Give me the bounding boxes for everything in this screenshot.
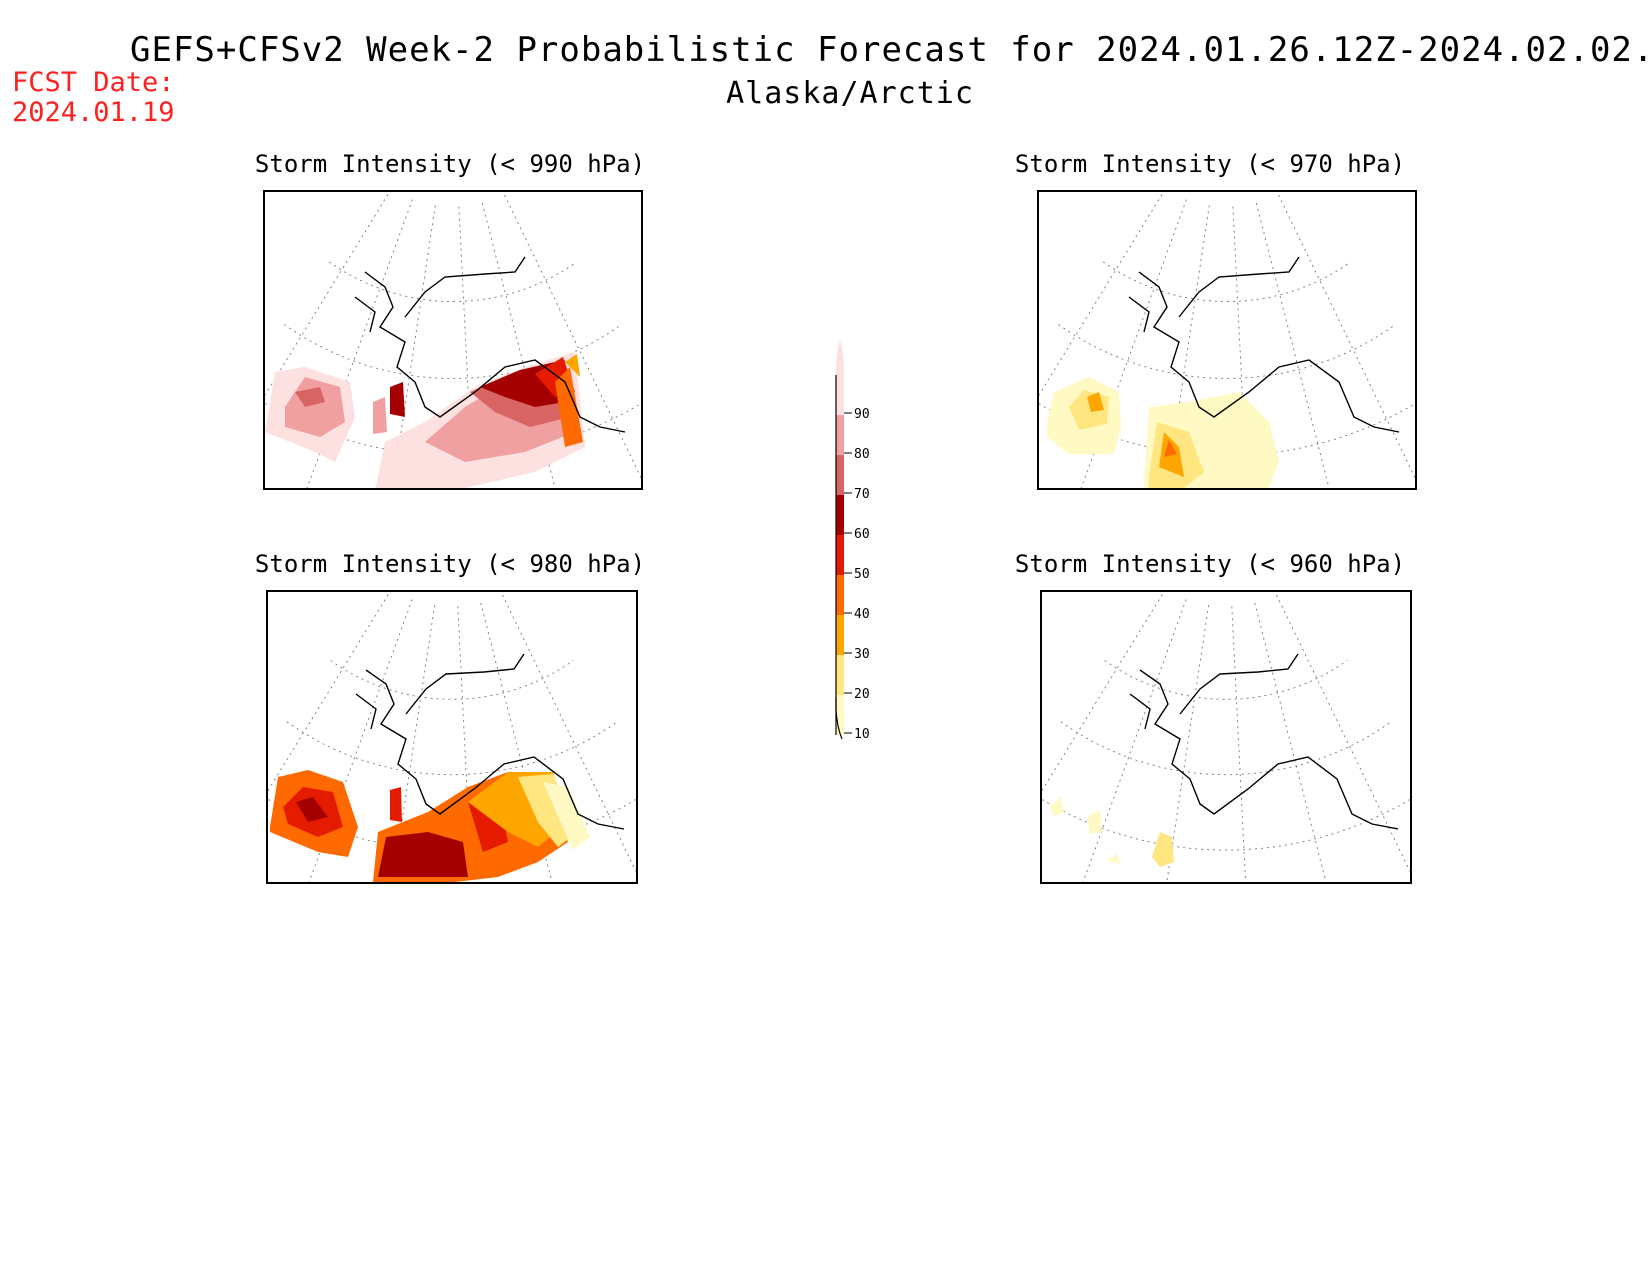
- page-title: GEFS+CFSv2 Week-2 Probabilistic Forecast…: [130, 30, 1650, 70]
- coastline: [354, 256, 626, 433]
- legend-label: 60: [854, 527, 870, 542]
- graticule-line: [1254, 602, 1327, 882]
- legend-swatch: [836, 375, 844, 415]
- map-990: [263, 190, 643, 490]
- legend-label: 50: [854, 567, 870, 582]
- map-980-svg: [268, 592, 636, 882]
- forecast-date-block: FCST Date: 2024.01.19: [12, 68, 175, 128]
- page-subtitle: Alaska/Arctic: [726, 76, 974, 111]
- legend-label: 10: [854, 727, 870, 742]
- legend-label: 90: [854, 407, 870, 422]
- graticule-line: [392, 205, 436, 488]
- graticule-line: [1255, 203, 1330, 488]
- legend-swatch: [836, 575, 844, 615]
- graticule-line: [1278, 194, 1415, 479]
- map-970-svg: [1039, 192, 1415, 488]
- graticule-line: [1039, 192, 1165, 396]
- coastline: [355, 653, 625, 830]
- legend-swatch: [836, 455, 844, 495]
- forecast-date-label: FCST Date:: [12, 67, 175, 98]
- graticule-line: [1276, 594, 1410, 873]
- graticule-line: [1042, 798, 1410, 851]
- graticule-line: [1080, 199, 1187, 488]
- graticule-line: [1060, 721, 1392, 776]
- graticule-line: [1102, 261, 1352, 302]
- legend-labels: 10 20 30 40 50 60 70 80 90: [854, 407, 870, 742]
- coastline: [1128, 256, 1400, 433]
- legend-label: 70: [854, 487, 870, 502]
- graticule-line: [1042, 592, 1165, 792]
- legend-bottom-cap: [835, 697, 843, 740]
- probability-shading: [270, 770, 590, 882]
- panel-title-980: Storm Intensity (< 980 hPa): [254, 550, 646, 578]
- legend-top-cap: [836, 340, 844, 375]
- graticule-line: [1058, 324, 1396, 379]
- panel-title-960: Storm Intensity (< 960 hPa): [1014, 550, 1406, 578]
- graticule-line: [286, 721, 618, 776]
- map-990-svg: [265, 192, 641, 488]
- graticule-line: [328, 261, 578, 302]
- legend-swatch: [836, 695, 844, 735]
- probability-shading: [1050, 797, 1174, 867]
- probability-shading: [265, 352, 585, 488]
- legend-swatch: [836, 655, 844, 695]
- probability-shading: [1047, 377, 1279, 488]
- graticule-line: [265, 192, 391, 396]
- graticule-line: [1166, 205, 1210, 488]
- legend-label: 30: [854, 647, 870, 662]
- map-960-svg: [1042, 592, 1410, 882]
- graticule-line: [504, 194, 641, 479]
- forecast-date-value: 2024.01.19: [12, 97, 175, 128]
- legend-boxes: [835, 375, 852, 735]
- graticule-line: [306, 199, 413, 488]
- legend-label: 80: [854, 447, 870, 462]
- color-legend: 10 20 30 40 50 60 70 80 90: [820, 335, 900, 745]
- coastline: [1129, 653, 1399, 830]
- graticule-line: [1104, 660, 1348, 700]
- graticule-line: [1231, 606, 1247, 882]
- legend-swatch: [836, 535, 844, 575]
- panel-title-970: Storm Intensity (< 970 hPa): [1014, 150, 1406, 178]
- graticule-line: [330, 660, 574, 700]
- legend-label: 20: [854, 687, 870, 702]
- color-legend-svg: 10 20 30 40 50 60 70 80 90: [835, 340, 870, 742]
- graticule: [1042, 592, 1410, 882]
- legend-swatch: [836, 615, 844, 655]
- legend-label: 40: [854, 607, 870, 622]
- map-970: [1037, 190, 1417, 490]
- map-960: [1040, 590, 1412, 884]
- legend-swatch: [836, 415, 844, 455]
- legend-swatch: [836, 495, 844, 535]
- panel-title-990: Storm Intensity (< 990 hPa): [254, 150, 646, 178]
- map-980: [266, 590, 638, 884]
